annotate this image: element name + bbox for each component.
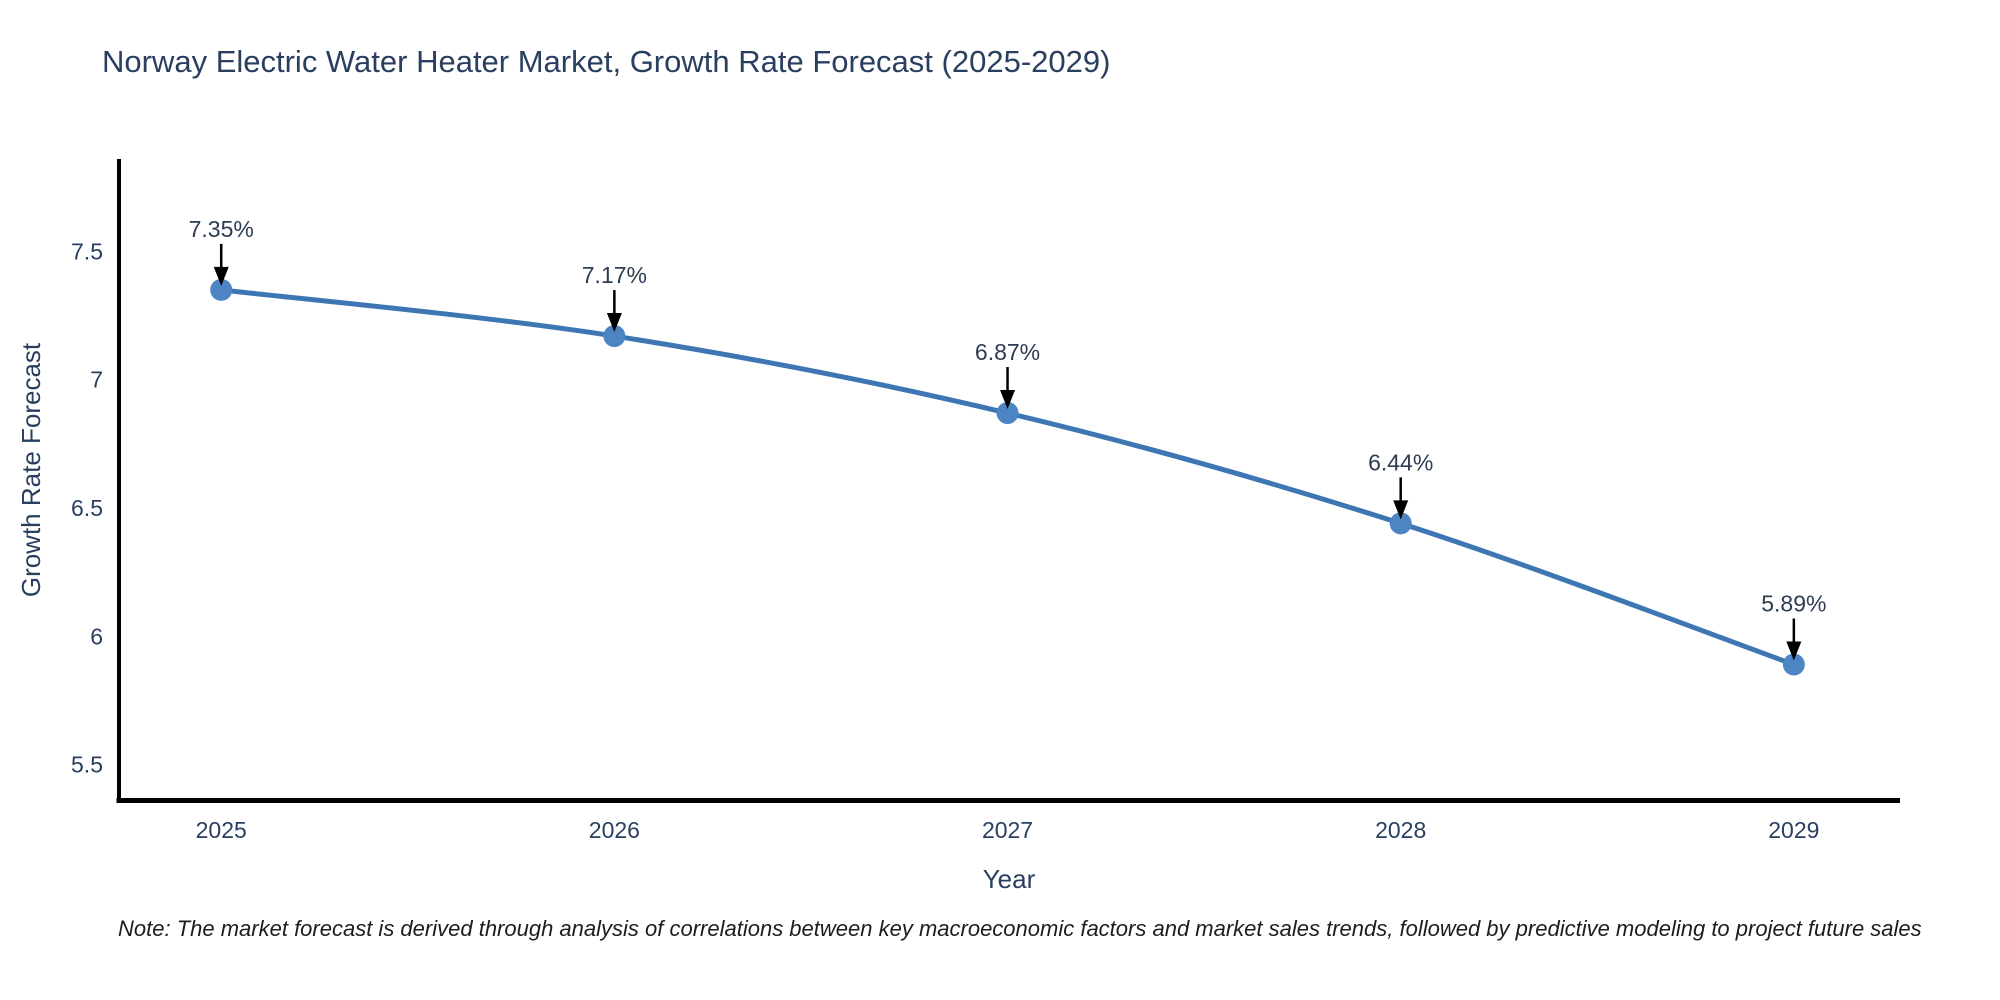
chart-footnote: Note: The market forecast is derived thr… (118, 916, 1922, 941)
data-point-label: 6.87% (975, 339, 1040, 365)
y-tick-label: 7.5 (71, 238, 103, 264)
x-tick-label: 2027 (982, 817, 1033, 843)
annotation-arrowhead (1393, 500, 1409, 520)
data-point-marker (603, 325, 626, 348)
chart-title: Norway Electric Water Heater Market, Gro… (102, 44, 1111, 79)
annotation-arrowhead (606, 313, 622, 333)
x-axis-title: Year (983, 864, 1036, 894)
data-point-marker (1389, 512, 1412, 535)
data-point-label: 7.17% (582, 262, 647, 288)
x-tick-label: 2026 (589, 817, 640, 843)
y-tick-label: 6 (90, 623, 103, 649)
y-tick-label: 5.5 (71, 752, 103, 778)
y-tick-label: 6.5 (71, 495, 103, 521)
plot-layer: 5.5 6 6.5 7 7.5 2025 2026 2027 2028 2029 7.35% 7.17… (71, 216, 1826, 843)
annotation-arrowhead (1786, 641, 1802, 661)
data-point-label: 7.35% (189, 216, 254, 242)
x-tick-label: 2025 (196, 817, 247, 843)
y-tick-label: 7 (90, 367, 103, 393)
y-axis-title: Growth Rate Forecast (16, 342, 46, 597)
data-point-marker (210, 278, 233, 301)
data-point-label: 5.89% (1761, 591, 1826, 617)
annotation-arrowhead (1000, 390, 1016, 410)
data-point-label: 6.44% (1368, 449, 1433, 475)
data-point-marker (1782, 653, 1805, 676)
x-tick-label: 2028 (1375, 817, 1426, 843)
annotation-arrowhead (213, 266, 229, 286)
x-tick-label: 2029 (1768, 817, 1819, 843)
data-point-marker (996, 402, 1019, 425)
